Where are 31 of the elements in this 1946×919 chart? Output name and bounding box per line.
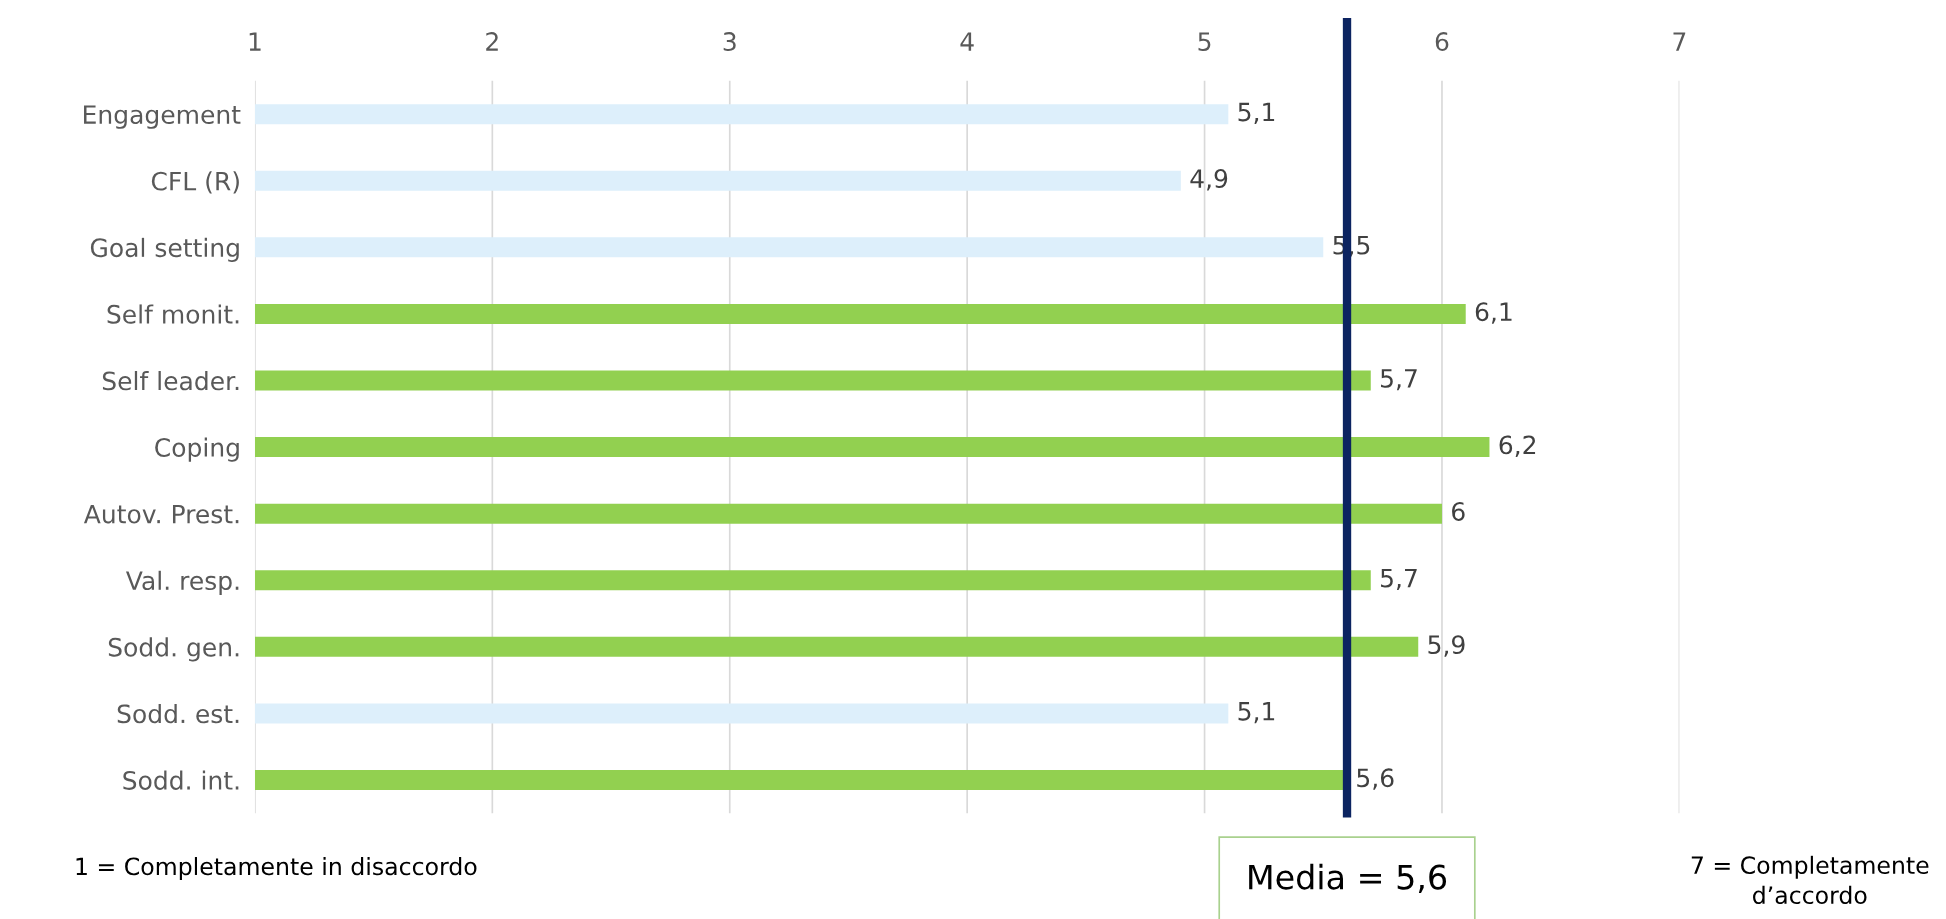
data-label: 5,1 — [1238, 702, 1275, 724]
ref-line-label: Media = 5,6 — [1249, 863, 1447, 894]
x-tick-label: 7 — [1673, 32, 1686, 51]
x-tick-label: 1 — [249, 32, 261, 51]
data-label: 4,9 — [1190, 169, 1228, 191]
data-label: 5,6 — [1357, 768, 1394, 790]
data-label: 5,7 — [1381, 568, 1417, 591]
data-label: 6,2 — [1499, 435, 1536, 457]
y-tick-label: Engagement — [84, 105, 241, 129]
text: 1 = Completamente in disaccordo — [76, 857, 477, 880]
x-tick-label: 3 — [723, 32, 736, 52]
data-label: 5,7 — [1381, 369, 1417, 391]
y-tick-label: Goal setting — [90, 237, 239, 263]
x-tick-label: 5 — [1198, 32, 1211, 52]
y-tick-label: Val. resp. — [125, 570, 239, 595]
x-tick-label: 4 — [960, 32, 974, 51]
text: 7 = Completamente d’accordo — [1691, 855, 1929, 905]
y-tick-label: Sodd. est. — [117, 703, 239, 724]
y-tick-label: CFL (R) — [151, 171, 239, 194]
y-tick-label: Sodd. gen. — [108, 637, 239, 662]
data-label: 6 — [1452, 502, 1465, 521]
y-tick-label: Autov. Prest. — [83, 504, 239, 524]
x-tick-label: 2 — [486, 32, 498, 51]
data-label: 6,1 — [1475, 302, 1512, 324]
y-tick-label: Self leader. — [102, 371, 239, 391]
y-tick-label: Coping — [155, 437, 239, 462]
data-label: 5,1 — [1238, 102, 1275, 124]
x-tick-label: 6 — [1435, 32, 1449, 52]
y-tick-label: Sodd. int. — [123, 770, 239, 790]
y-tick-label: Self monit. — [107, 304, 239, 324]
data-label: 5,9 — [1428, 635, 1465, 657]
